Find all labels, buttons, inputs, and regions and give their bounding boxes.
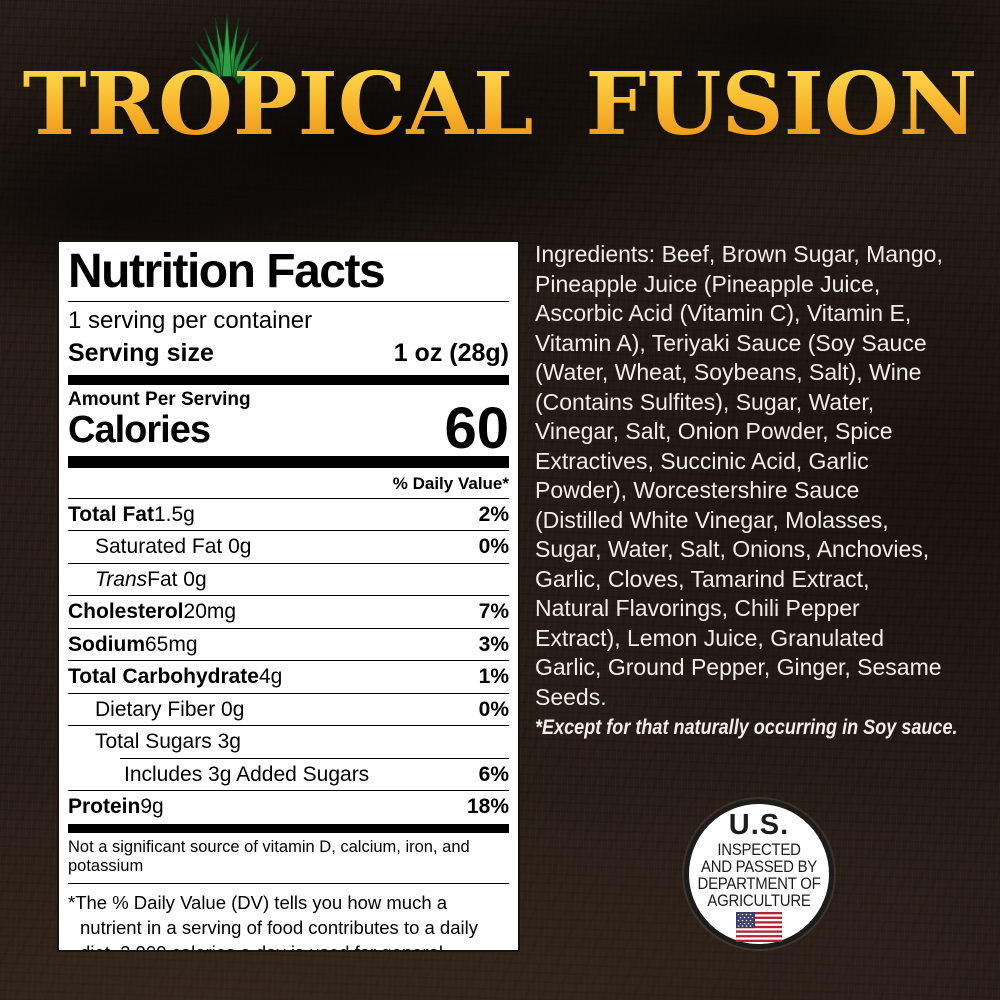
serving-size-label: Serving size — [68, 338, 214, 367]
seal-lines: INSPECTED AND PASSED BY DEPARTMENT OF AG… — [697, 840, 821, 910]
pineapple-crown-icon — [190, 11, 264, 85]
calories-value: 60 — [444, 396, 509, 462]
amount-per-serving-label: Amount Per Serving — [68, 388, 251, 410]
nutrient-row-added-sugars: Includes 3g Added Sugars 6% — [120, 757, 509, 791]
calories-section: Amount Per Serving Calories 60 — [68, 385, 509, 462]
dv-percent: 1% — [478, 665, 509, 689]
nutrition-facts-title: Nutrition Facts — [68, 246, 509, 302]
ingredients-soy-note: *Except for that naturally occurring in … — [535, 715, 958, 739]
thick-rule — [68, 455, 509, 468]
nutrient-row-total-sugars: Total Sugars 3g — [68, 725, 509, 758]
nutrient-row-cholesterol: Cholesterol 20mg 7% — [68, 595, 509, 628]
seal-us-text: U.S. — [728, 809, 790, 841]
nutrition-facts-panel: Nutrition Facts 1 serving per container … — [57, 240, 520, 952]
brand-title: TROPICAL FUSION — [0, 62, 1000, 148]
thick-rule — [68, 823, 509, 833]
serving-size-row: Serving size 1 oz (28g) — [68, 336, 509, 375]
dv-percent: 18% — [466, 795, 509, 819]
daily-value-footnote: *The % Daily Value (DV) tells you how mu… — [68, 891, 478, 950]
ingredients-text: Ingredients: Beef, Brown Sugar, Mango, P… — [535, 241, 943, 710]
ingredients-block: Ingredients: Beef, Brown Sugar, Mango, P… — [535, 240, 958, 743]
serving-size-value: 1 oz (28g) — [393, 338, 509, 367]
nutrient-row-dietary-fiber: Dietary Fiber 0g 0% — [68, 692, 509, 726]
nutrient-row-saturated-fat: Saturated Fat 0g 0% — [68, 530, 509, 563]
dv-percent: 0% — [478, 535, 509, 559]
nutrient-row-total-fat: Total Fat 1.5g 2% — [68, 502, 509, 526]
usda-inspection-seal: U.S. INSPECTED AND PASSED BY DEPARTMENT … — [684, 799, 834, 949]
us-flag-icon — [735, 911, 783, 943]
servings-per-container: 1 serving per container — [68, 306, 313, 334]
dv-percent: 2% — [478, 502, 509, 526]
dv-percent: 6% — [478, 762, 509, 786]
not-significant-note: Not a significant source of vitamin D, c… — [68, 833, 509, 884]
nutrient-row-trans-fat: Trans Fat 0g — [68, 562, 509, 596]
daily-value-header: % Daily Value* — [68, 468, 509, 499]
nutrient-row-sodium: Sodium 65mg 3% — [68, 627, 509, 661]
dv-percent: 3% — [478, 632, 509, 656]
thick-rule — [68, 374, 509, 385]
nutrient-row-protein: Protein 9g 18% — [68, 790, 509, 823]
nutrient-row-total-carbohydrate: Total Carbohydrate 4g 1% — [68, 660, 509, 693]
calories-label: Calories — [68, 408, 211, 451]
nutrient-rows: Total Fat 1.5g 2% Saturated Fat 0g 0% Tr… — [68, 499, 509, 823]
dv-percent: 7% — [478, 600, 509, 624]
dv-percent: 0% — [478, 697, 509, 721]
